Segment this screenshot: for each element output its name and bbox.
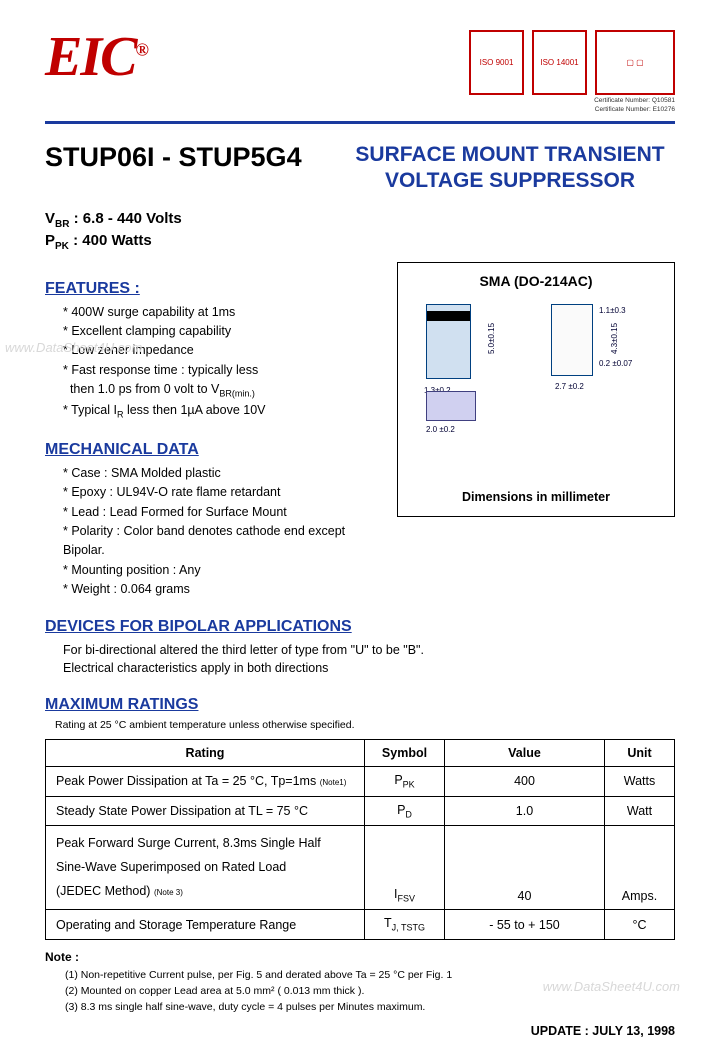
feature-item: Typical IR less then 1µA above 10V	[63, 401, 377, 422]
mechanical-list: Case : SMA Molded plastic Epoxy : UL94V-…	[45, 464, 377, 600]
table-row: Peak Power Dissipation at Ta = 25 °C, Tp…	[46, 767, 675, 797]
table-header-row: Rating Symbol Value Unit	[46, 740, 675, 767]
logo-tm: ®	[136, 39, 147, 59]
cert-combo: ▢ ▢	[595, 30, 675, 95]
header-rule	[45, 121, 675, 124]
cert-badges: ISO 9001 ISO 14001 ▢ ▢	[469, 30, 675, 95]
chip-side-icon	[551, 304, 593, 376]
mech-item: Weight : 0.064 grams	[63, 580, 377, 599]
mechanical-heading: MECHANICAL DATA	[45, 441, 377, 459]
main-title: SURFACE MOUNT TRANSIENT VOLTAGE SUPPRESS…	[345, 142, 675, 195]
package-diagram: SMA (DO-214AC) 5.0±0.15 1.3±0.2 2.6±0.15…	[397, 262, 675, 517]
mech-item: Polarity : Color band denotes cathode en…	[63, 522, 377, 561]
cert-iso14001: ISO 14001	[532, 30, 587, 95]
ratings-note: Rating at 25 °C ambient temperature unle…	[45, 719, 675, 731]
mech-item: Lead : Lead Formed for Surface Mount	[63, 503, 377, 522]
mech-item: Case : SMA Molded plastic	[63, 464, 377, 483]
bipolar-heading: DEVICES FOR BIPOLAR APPLICATIONS	[45, 618, 675, 636]
features-list: 400W surge capability at 1ms Excellent c…	[45, 303, 377, 423]
cert-caption-right: Certificate Number: E10276	[469, 106, 675, 113]
col-value: Value	[445, 740, 605, 767]
package-caption: Dimensions in millimeter	[398, 490, 674, 504]
ratings-table: Rating Symbol Value Unit Peak Power Diss…	[45, 739, 675, 940]
watermark: www.DataSheet4U.com	[543, 979, 680, 994]
cert-block: ISO 9001 ISO 14001 ▢ ▢ Certificate Numbe…	[469, 25, 675, 113]
left-column: FEATURES : 400W surge capability at 1ms …	[45, 262, 377, 600]
bipolar-text: For bi-directional altered the third let…	[45, 641, 675, 679]
pkg-side-view: 4.3±0.15 1.1±0.3 2.7 ±0.2 0.2 ±0.07	[551, 304, 646, 379]
col-unit: Unit	[605, 740, 675, 767]
table-row: Peak Forward Surge Current, 8.3ms Single…	[46, 826, 675, 910]
update-date: UPDATE : JULY 13, 1998	[45, 1024, 675, 1038]
title-row: STUP06I - STUP5G4 SURFACE MOUNT TRANSIEN…	[45, 142, 675, 195]
table-row: Steady State Power Dissipation at TL = 7…	[46, 796, 675, 826]
content-columns: FEATURES : 400W surge capability at 1ms …	[45, 262, 675, 600]
ratings-heading: MAXIMUM RATINGS	[45, 696, 675, 714]
key-specs: VBR : 6.8 - 440 Volts PPK : 400 Watts	[45, 209, 675, 254]
note-heading: Note :	[45, 950, 675, 964]
mech-item: Epoxy : UL94V-O rate flame retardant	[63, 483, 377, 502]
package-title: SMA (DO-214AC)	[408, 273, 664, 289]
logo-text: EIC	[45, 26, 136, 88]
part-number: STUP06I - STUP5G4	[45, 142, 302, 173]
watermark: www.DataSheet4U.com	[5, 340, 142, 355]
mech-item: Mounting position : Any	[63, 561, 377, 580]
cert-iso9001: ISO 9001	[469, 30, 524, 95]
package-drawings: 5.0±0.15 1.3±0.2 2.6±0.15 4.3±0.15 1.1±0…	[408, 304, 664, 421]
pkg-end-view: 2.0 ±0.2	[426, 391, 521, 421]
spec-ppk: PPK : 400 Watts	[45, 231, 675, 254]
col-symbol: Symbol	[365, 740, 445, 767]
header: EIC® ISO 9001 ISO 14001 ▢ ▢ Certificate …	[45, 25, 675, 113]
chip-end-icon	[426, 391, 476, 421]
pkg-top-view: 5.0±0.15 1.3±0.2 2.6±0.15	[426, 304, 521, 379]
feature-item: Fast response time : typically less then…	[63, 361, 377, 402]
company-logo: EIC®	[45, 25, 147, 89]
feature-item: Excellent clamping capability	[63, 322, 377, 341]
note-item: (3) 8.3 ms single half sine-wave, duty c…	[65, 999, 675, 1015]
spec-vbr: VBR : 6.8 - 440 Volts	[45, 209, 675, 232]
table-row: Operating and Storage Temperature Range …	[46, 910, 675, 940]
chip-top-icon	[426, 304, 471, 379]
cert-caption-left: Certificate Number: Q10581	[469, 97, 675, 104]
feature-item: 400W surge capability at 1ms	[63, 303, 377, 322]
features-heading: FEATURES :	[45, 280, 377, 298]
col-rating: Rating	[46, 740, 365, 767]
